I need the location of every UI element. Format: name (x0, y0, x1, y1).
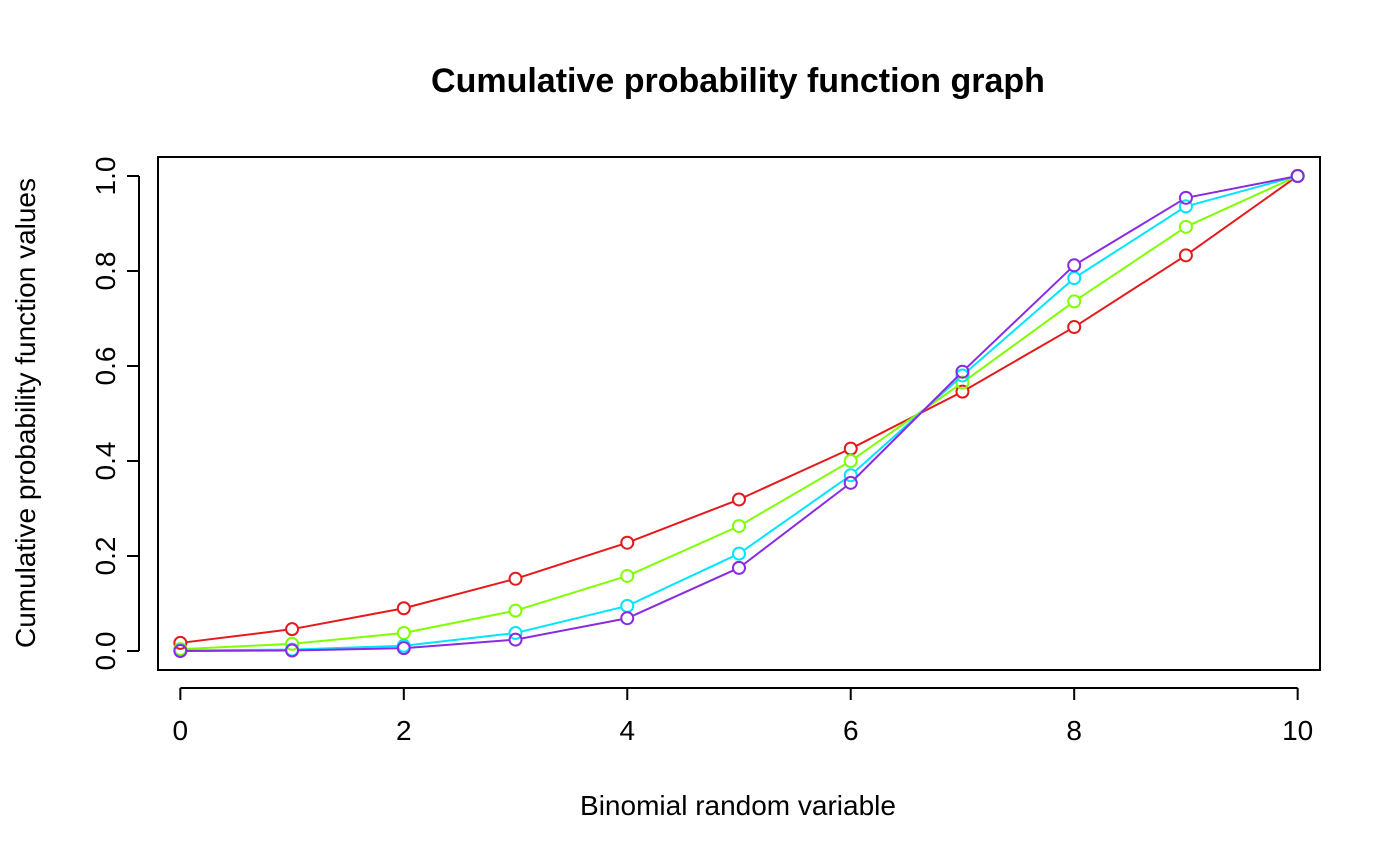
series-4-segment (632, 569, 734, 617)
series-2-point (843, 454, 858, 468)
series-4-segment (743, 485, 847, 566)
chart-title: Cumulative probability function graph (431, 62, 1045, 100)
series-4-point (173, 644, 188, 658)
series-1-point (732, 492, 746, 507)
series-4 (173, 169, 1305, 658)
plot-area (157, 156, 1321, 671)
series-2-segment (297, 632, 398, 645)
x-tick-label: 2 (396, 715, 412, 746)
series-1-segment (297, 608, 399, 630)
series-3-segment (1078, 208, 1182, 276)
series-1-segment (967, 329, 1070, 390)
x-tick-label: 4 (619, 715, 635, 746)
series-4-point (1178, 190, 1193, 205)
series-2-point (955, 375, 970, 390)
y-tick-label: 0.4 (90, 442, 121, 481)
x-tick-label: 0 (173, 715, 189, 746)
series-3-segment (854, 378, 959, 473)
series-1-point (1067, 320, 1082, 335)
x-axis: 0 2 4 6 8 10 (173, 687, 1313, 746)
series-3-point (955, 368, 970, 383)
series-2 (173, 169, 1305, 657)
series-1-point (1178, 248, 1193, 263)
series-2-point (732, 519, 746, 534)
series-2-segment (186, 643, 287, 650)
series-4-point (843, 475, 858, 490)
series-1-point (173, 635, 188, 650)
series-3-segment (409, 632, 510, 647)
series-4-segment (1078, 200, 1182, 264)
series-4-point (285, 643, 300, 658)
series-3-segment (743, 477, 847, 551)
series-3-segment (632, 555, 734, 605)
series-2-point (396, 625, 411, 640)
y-tick-label: 0.2 (90, 537, 121, 576)
series-2-point (1178, 219, 1193, 234)
series-4-point (732, 560, 746, 575)
y-tick-label: 1.0 (90, 157, 121, 196)
series-1-point (955, 384, 970, 399)
y-axis: 0.0 0.2 0.4 0.6 0.8 1.0 (90, 157, 140, 671)
series-3-point (620, 598, 635, 613)
series-1-segment (855, 393, 958, 447)
series-3-segment (1191, 176, 1293, 206)
x-tick-label: 10 (1282, 715, 1313, 746)
series-3-segment (298, 644, 398, 651)
x-axis-label: Binomial random variable (580, 790, 896, 821)
series-4-point (1067, 258, 1082, 273)
series-2-point (508, 603, 523, 618)
x-tick-label: 8 (1066, 715, 1082, 746)
y-tick-label: 0.8 (90, 252, 121, 291)
series-layer (173, 169, 1305, 658)
y-axis-label: Cumulative probability function values (10, 178, 41, 648)
series-1-segment (1078, 257, 1182, 325)
series-4-segment (521, 618, 622, 640)
series-1-point (620, 535, 635, 550)
series-4-segment (298, 647, 398, 652)
y-tick-label: 0.6 (90, 347, 121, 386)
series-1-point (843, 441, 858, 456)
series-3-segment (521, 606, 622, 633)
series-3-point (1178, 199, 1193, 214)
series-3-point (732, 546, 746, 561)
series-1-point (508, 571, 523, 586)
series-1-segment (632, 500, 734, 542)
series-4-segment (854, 375, 959, 480)
y-tick-label: 0.0 (90, 632, 121, 671)
series-4-point (508, 632, 523, 647)
series-4-point (1290, 169, 1305, 183)
series-2-segment (409, 610, 510, 633)
series-3-point (508, 625, 523, 640)
series-1-point (396, 601, 411, 616)
series-3-point (843, 468, 858, 483)
series-2-segment (966, 304, 1070, 380)
series-3-point (1067, 271, 1082, 286)
series-1-segment (186, 628, 287, 644)
series-2-segment (632, 527, 734, 575)
series-2-segment (743, 463, 847, 524)
series-2-segment (520, 576, 622, 610)
series-3 (173, 169, 1305, 658)
series-1-point (285, 622, 300, 637)
series-2-segment (855, 385, 959, 459)
series-4-point (620, 611, 635, 626)
series-1-segment (1190, 178, 1294, 253)
series-4-segment (1191, 176, 1292, 198)
series-2-segment (1190, 177, 1293, 226)
series-2-point (620, 568, 635, 583)
series-3-segment (966, 281, 1071, 373)
series-2-point (285, 636, 300, 651)
series-2-point (1067, 294, 1082, 309)
series-2-segment (1078, 229, 1182, 299)
series-4-point (396, 641, 411, 656)
series-1-segment (744, 450, 846, 498)
series-4-segment (966, 268, 1071, 369)
series-1-segment (520, 543, 622, 578)
series-1 (173, 169, 1305, 650)
x-tick-label: 6 (843, 715, 859, 746)
series-1-segment (409, 579, 510, 608)
series-4-point (955, 364, 970, 379)
series-4-segment (409, 639, 510, 649)
